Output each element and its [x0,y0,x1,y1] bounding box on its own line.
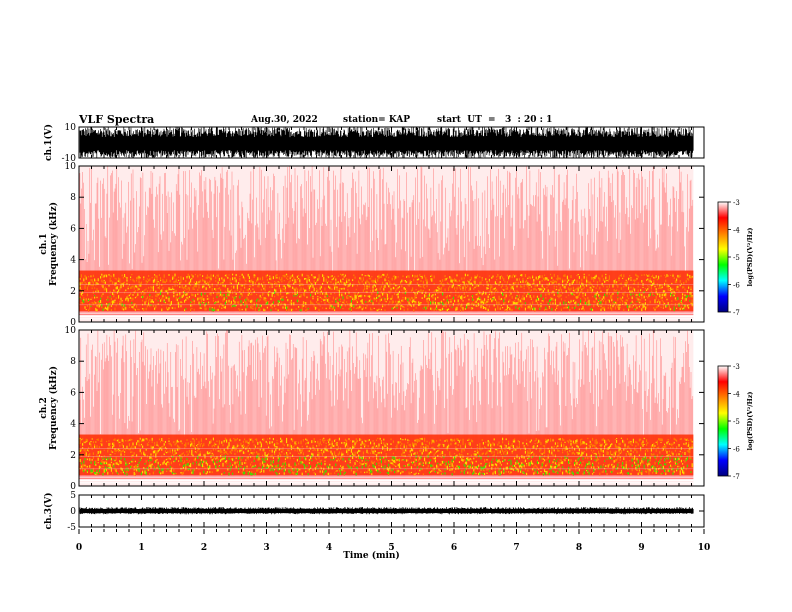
x-tick-label: 4 [326,543,332,553]
y-tick-label: 0 [70,318,76,328]
colorbar-scale [717,201,729,313]
y-tick-label: 6 [70,224,76,234]
colorbar-tick-label: -3 [733,363,740,371]
y-tick-label: 4 [70,256,76,266]
y-tick-label: -5 [67,523,76,533]
y-axis-label: ch.1 [39,233,49,254]
y-tick-label: 10 [65,326,77,336]
station-label: station= KAP [343,115,411,125]
x-tick-label: 2 [201,543,207,553]
x-axis-label: Time (min) [343,550,400,561]
colorbar-tick-label: -5 [733,418,740,426]
date-label: Aug.30, 2022 [251,115,318,125]
waveform-trace [79,507,694,515]
y-tick-label: 2 [70,451,76,461]
x-tick-label: 0 [76,543,82,553]
y-axis-label: ch.3(V) [43,493,54,530]
x-tick-label: 6 [451,543,457,553]
ch1-waveform-panel: 10 -10 ch.1(V) [43,123,705,164]
ch3-waveform-panel: 5 0 -5 ch.3(V) [43,491,705,533]
x-tick-label: 3 [263,543,269,553]
colorbar-tick-label: -7 [733,473,740,481]
ch1-spectrogram-panel: 0 2 4 6 8 10 ch.1 Frequency (kHz) [39,162,705,328]
y-tick-label: -10 [62,154,77,164]
y-tick-label: 8 [70,357,76,367]
y-tick-label: 10 [65,123,77,133]
colorbar-tick-label: -6 [733,446,740,454]
colorbar-scale [717,365,729,477]
time-axis: 0 1 2 3 4 5 6 7 8 9 10 Time (min) [76,529,710,561]
ch1-colorbar: -3 -4 -5 -6 -7 log(PSD)(V²/Hz) [717,199,754,317]
y-tick-label: 5 [70,491,76,501]
y-axis-label: Frequency (kHz) [48,202,59,286]
colorbar-tick-label: -4 [733,391,740,399]
y-axis-label: Frequency (kHz) [48,366,59,450]
colorbar-label: log(PSD)(V²/Hz) [746,228,754,287]
x-tick-label: 10 [698,543,711,553]
x-tick-label: 8 [576,543,582,553]
colorbar-label: log(PSD)(V²/Hz) [746,392,754,451]
colorbar-tick-label: -3 [733,199,740,207]
colorbar-tick-label: -7 [733,309,740,317]
y-tick-label: 0 [70,482,76,492]
colorbar-tick-label: -4 [733,227,740,235]
x-tick-label: 5 [388,543,394,553]
x-tick-label: 1 [138,543,144,553]
y-tick-label: 8 [70,193,76,203]
y-tick-label: 6 [70,388,76,398]
ch2-colorbar: -3 -4 -5 -6 -7 log(PSD)(V²/Hz) [717,363,754,481]
colorbar-tick-label: -6 [733,282,740,290]
y-tick-label: 4 [70,420,76,430]
start-time-label: start UT = 3 : 20 : 1 [437,115,553,125]
y-axis-label: ch.1(V) [43,124,54,161]
y-axis-label: ch.2 [39,397,49,418]
y-tick-label: 2 [70,287,76,297]
x-tick-label: 7 [513,543,519,553]
x-tick-label: 9 [638,543,644,553]
y-tick-label: 0 [70,507,76,517]
figure-title: VLF Spectra [79,113,155,126]
colorbar-tick-label: -5 [733,254,740,262]
ch2-spectrogram-panel: 0 2 4 6 8 10 ch.2 Frequency (kHz) [39,326,705,492]
waveform-trace [79,127,694,158]
y-tick-label: 10 [65,162,77,172]
